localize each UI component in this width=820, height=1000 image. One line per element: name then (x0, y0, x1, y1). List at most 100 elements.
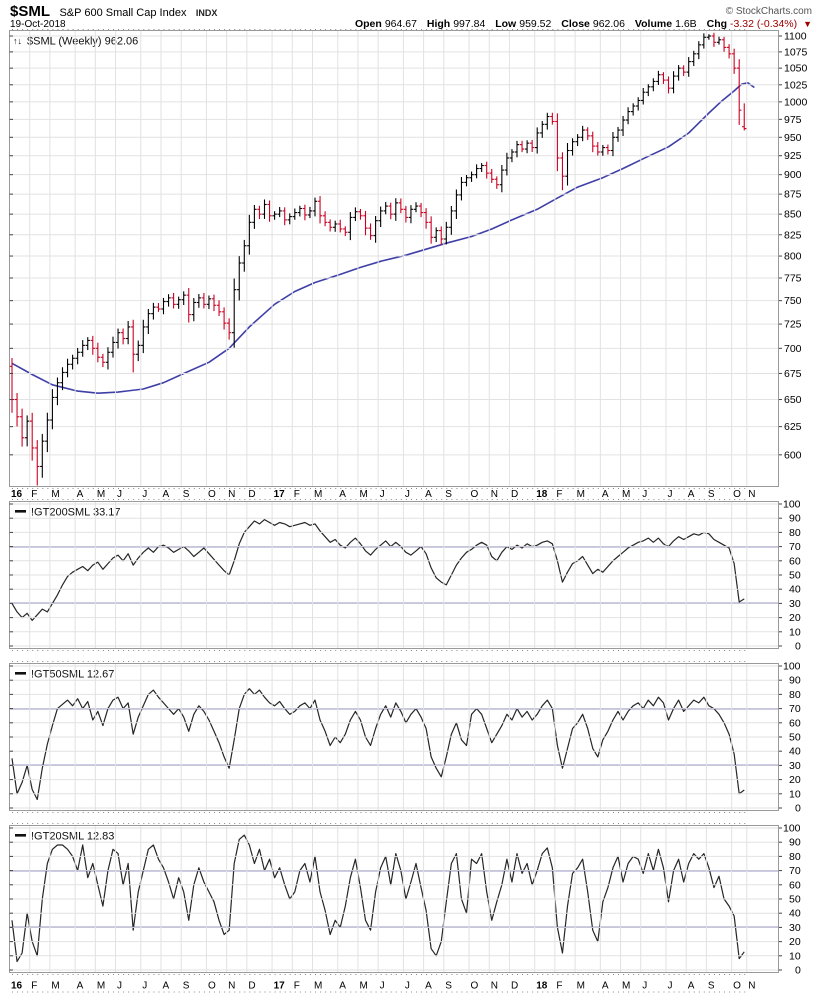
open-label: Open (354, 18, 382, 30)
svg-text:0: 0 (795, 641, 801, 653)
svg-text:10: 10 (789, 626, 801, 638)
svg-text:100: 100 (783, 823, 801, 835)
svg-text:A: A (688, 489, 695, 500)
volume-label: Volume (634, 18, 673, 30)
svg-text:F: F (31, 981, 37, 992)
low-value: 959.52 (519, 18, 552, 30)
svg-text:1050: 1050 (784, 63, 808, 75)
svg-text:0: 0 (795, 965, 801, 977)
svg-text:F: F (31, 489, 37, 500)
low-label: Low (495, 18, 517, 30)
svg-text:60: 60 (789, 879, 801, 891)
svg-text:80: 80 (789, 689, 801, 701)
svg-text:D: D (511, 489, 518, 500)
svg-text:70: 70 (789, 865, 801, 877)
svg-text:90: 90 (789, 675, 801, 687)
svg-text:30: 30 (789, 598, 801, 610)
svg-text:A: A (688, 981, 695, 992)
svg-text:975: 975 (784, 114, 802, 126)
main-gridlines (9, 31, 779, 486)
svg-text:18: 18 (536, 489, 548, 500)
svg-text:675: 675 (784, 368, 802, 380)
svg-text:825: 825 (784, 229, 802, 241)
svg-text:50: 50 (789, 570, 801, 582)
svg-text:F: F (294, 489, 300, 500)
svg-text:A: A (425, 981, 432, 992)
svg-text:M: M (622, 981, 630, 992)
svg-text:J: J (142, 981, 147, 992)
svg-text:J: J (380, 489, 385, 500)
svg-text:F: F (556, 489, 562, 500)
chg-label: Chg (706, 18, 728, 30)
svg-text:M: M (314, 489, 322, 500)
svg-text:800: 800 (784, 251, 802, 263)
svg-text:S: S (445, 981, 452, 992)
svg-text:M: M (359, 981, 367, 992)
svg-text:A: A (339, 489, 346, 500)
svg-text:80: 80 (789, 851, 801, 863)
svg-text:J: J (642, 981, 647, 992)
svg-text:N: N (491, 489, 498, 500)
svg-text:J: J (117, 489, 122, 500)
svg-text:J: J (668, 981, 673, 992)
svg-text:O: O (471, 981, 479, 992)
svg-text:N: N (491, 981, 498, 992)
chg-value: -3.32 (-0.34%) (730, 18, 798, 30)
svg-text:875: 875 (784, 189, 802, 201)
svg-text:18: 18 (536, 981, 548, 992)
svg-text:70: 70 (789, 703, 801, 715)
main-panel-frame (9, 30, 779, 487)
svg-text:M: M (314, 981, 322, 992)
symbol-ticker: $SML (10, 3, 51, 20)
svg-text:90: 90 (789, 513, 801, 525)
svg-text:1025: 1025 (784, 79, 808, 91)
x-axis-labels-bottom: 16 F M A M J J A S O N D 17 F M A M J J A S O N D 18 F M A M J J A S O N (11, 981, 756, 992)
main-price-panel: ↑↓ $SML (Weekly) 962.06 (9, 30, 779, 487)
svg-text:S: S (708, 489, 715, 500)
svg-text:60: 60 (789, 555, 801, 567)
svg-text:J: J (142, 489, 147, 500)
svg-text:10: 10 (789, 950, 801, 962)
svg-text:S: S (183, 489, 190, 500)
svg-text:F: F (556, 981, 562, 992)
svg-text:A: A (339, 981, 346, 992)
svg-text:925: 925 (784, 150, 802, 162)
high-value: 997.84 (453, 18, 486, 30)
svg-text:80: 80 (789, 527, 801, 539)
x-axis-labels-top: 16 F M A M J J A S O N D 17 F M A M J J A S O N D 18 F M A M J J A S O N (11, 489, 756, 500)
svg-text:D: D (511, 981, 518, 992)
svg-text:725: 725 (784, 319, 802, 331)
svg-text:M: M (622, 489, 630, 500)
close-label: Close (561, 18, 590, 30)
svg-text:D: D (248, 489, 255, 500)
svg-text:D: D (248, 981, 255, 992)
svg-text:A: A (77, 981, 84, 992)
svg-text:J: J (668, 489, 673, 500)
svg-text:J: J (642, 489, 647, 500)
svg-text:J: J (380, 981, 385, 992)
svg-text:1100: 1100 (784, 31, 807, 43)
legend-dash-icon (15, 834, 26, 837)
svg-text:70: 70 (789, 541, 801, 553)
svg-text:30: 30 (789, 922, 801, 934)
svg-text:N: N (748, 981, 755, 992)
svg-text:20: 20 (789, 612, 801, 624)
indicator-legend: !GT200SML 33.17 (31, 507, 120, 519)
svg-text:A: A (602, 489, 609, 500)
indicator-gridlines (9, 502, 779, 648)
svg-text:17: 17 (274, 981, 286, 992)
high-label: High (426, 18, 451, 30)
svg-text:20: 20 (789, 936, 801, 948)
svg-text:M: M (51, 981, 59, 992)
svg-text:O: O (208, 981, 216, 992)
svg-text:M: M (51, 489, 59, 500)
svg-text:600: 600 (784, 449, 802, 461)
ma-40-week-line (11, 82, 755, 395)
svg-text:40: 40 (789, 746, 801, 758)
svg-text:A: A (425, 489, 432, 500)
svg-text:J: J (405, 489, 410, 500)
svg-text:M: M (97, 489, 105, 500)
